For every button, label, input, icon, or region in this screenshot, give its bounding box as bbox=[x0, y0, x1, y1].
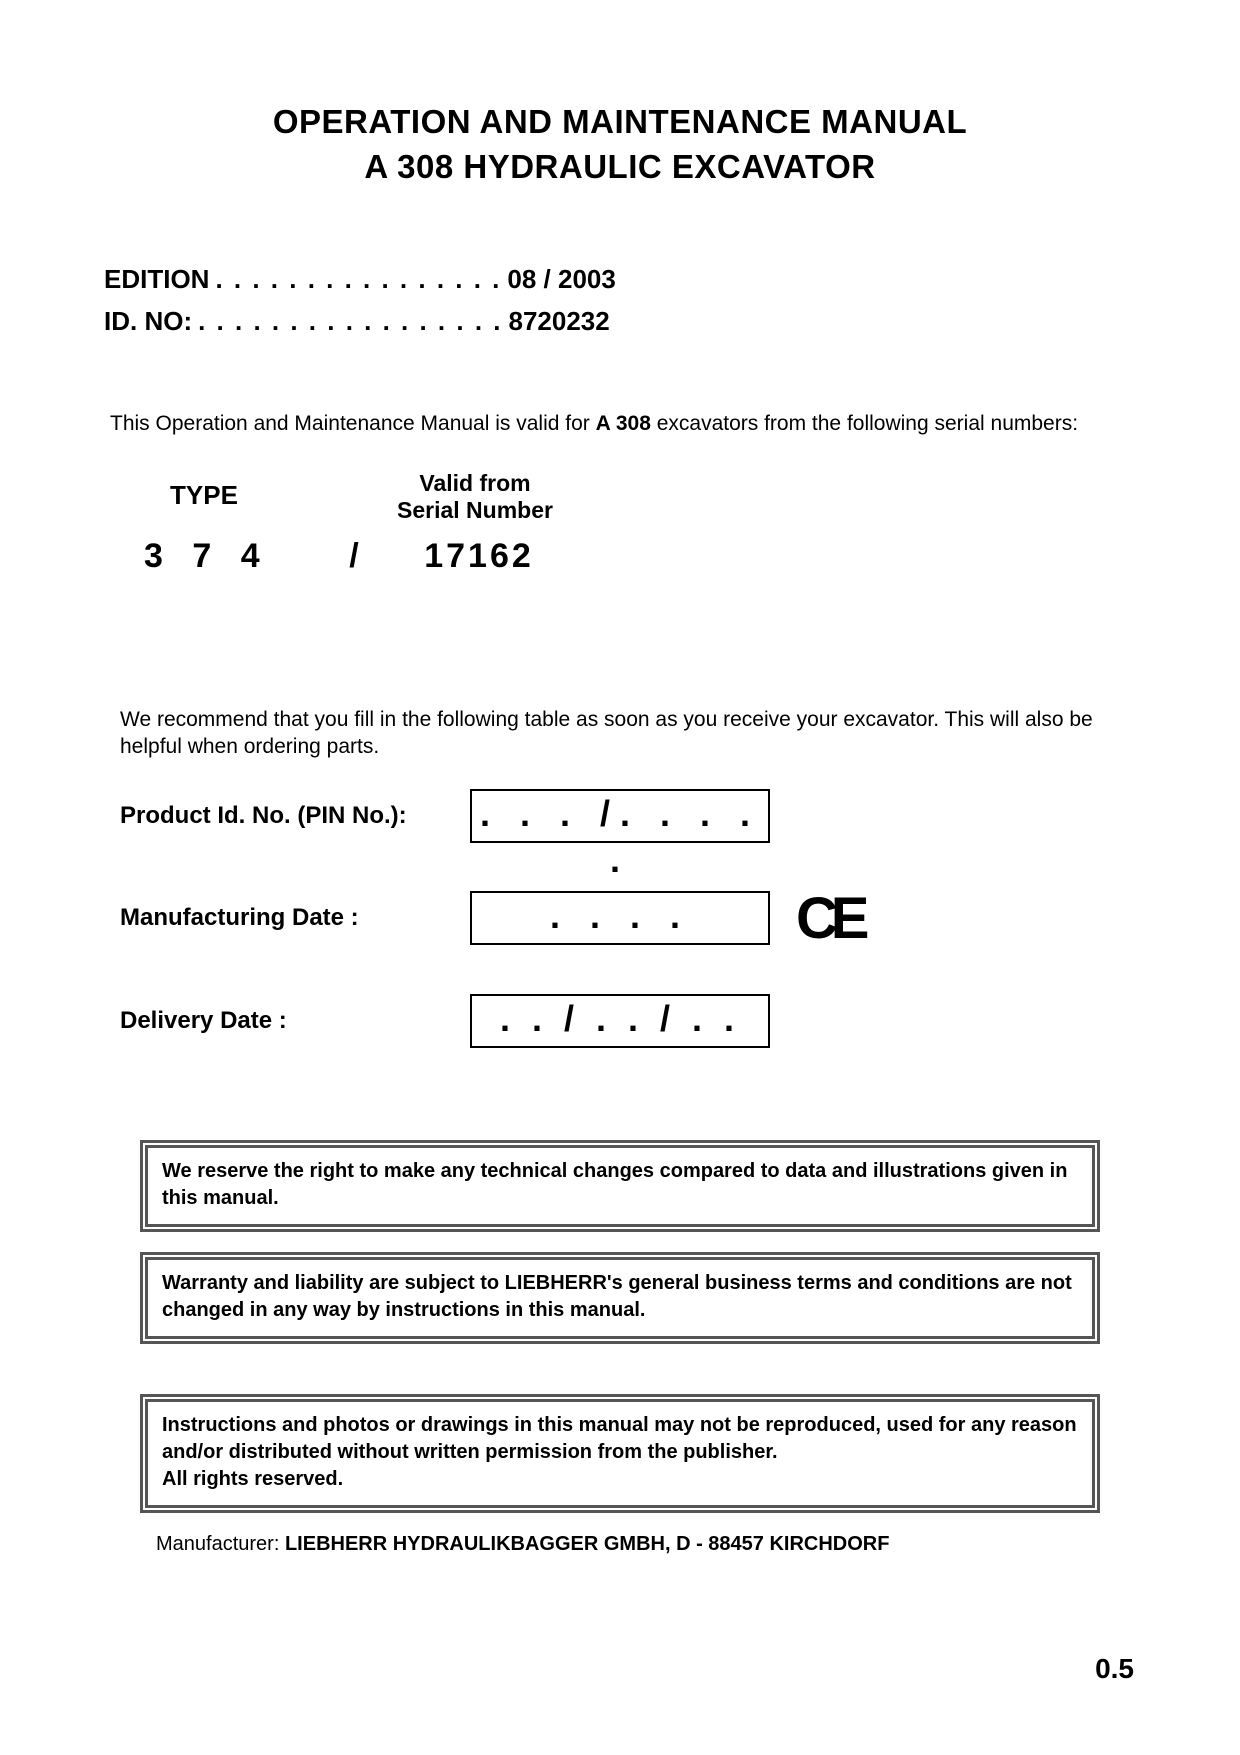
edition-dots: . . . . . . . . . . . . . . . . bbox=[209, 259, 507, 301]
fill-in-fields: Product Id. No. (PIN No.): . . . /. . . … bbox=[120, 789, 1140, 1048]
notice-3a-text: Instructions and photos or drawings in t… bbox=[162, 1414, 1077, 1463]
type-serial-slash: / bbox=[324, 537, 384, 576]
pin-row: Product Id. No. (PIN No.): . . . /. . . … bbox=[120, 789, 1140, 843]
ce-mark-icon: C E bbox=[796, 886, 863, 951]
title-line-1: OPERATION AND MAINTENANCE MANUAL bbox=[100, 100, 1140, 145]
type-value: 3 7 4 bbox=[144, 537, 324, 576]
serial-number-value: 17162 bbox=[384, 537, 574, 576]
manufacturer-label: Manufacturer: bbox=[156, 1533, 285, 1555]
validity-prefix: This Operation and Maintenance Manual is… bbox=[110, 412, 596, 435]
notice-3b-text: All rights reserved. bbox=[162, 1468, 343, 1490]
idno-row: ID. NO: . . . . . . . . . . . . . . . . … bbox=[104, 301, 1140, 343]
idno-value: 8720232 bbox=[509, 301, 610, 343]
recommendation-text: We recommend that you fill in the follow… bbox=[120, 706, 1130, 761]
type-serial-row: 3 7 4 / 17162 bbox=[144, 537, 1140, 576]
pin-label: Product Id. No. (PIN No.): bbox=[120, 802, 470, 830]
edition-value: 08 / 2003 bbox=[507, 259, 615, 301]
page-number: 0.5 bbox=[1095, 1653, 1134, 1685]
manufacturer-line: Manufacturer: LIEBHERR HYDRAULIKBAGGER G… bbox=[156, 1533, 1140, 1556]
delivery-date-row: Delivery Date : . . / . . / . . bbox=[120, 994, 1140, 1048]
spacer bbox=[100, 1090, 1140, 1140]
type-header-row: TYPE Valid from Serial Number bbox=[170, 470, 1140, 523]
idno-dots: . . . . . . . . . . . . . . . . . bbox=[192, 301, 508, 343]
document-meta: EDITION . . . . . . . . . . . . . . . . … bbox=[104, 259, 1140, 342]
valid-from-line1: Valid from bbox=[360, 470, 590, 496]
delivery-date-label: Delivery Date : bbox=[120, 1007, 470, 1035]
valid-from-line2: Serial Number bbox=[360, 497, 590, 523]
title-line-2: A 308 HYDRAULIC EXCAVATOR bbox=[100, 145, 1140, 190]
document-title: OPERATION AND MAINTENANCE MANUAL A 308 H… bbox=[100, 100, 1140, 189]
ce-mark-wrap: C E bbox=[796, 885, 863, 952]
document-page: OPERATION AND MAINTENANCE MANUAL A 308 H… bbox=[0, 0, 1240, 1755]
notice-technical-changes: We reserve the right to make any technic… bbox=[140, 1140, 1100, 1232]
manufacturing-date-row: Manufacturing Date : . . . . C E bbox=[120, 885, 1140, 952]
pin-input-box[interactable]: . . . /. . . . . bbox=[470, 789, 770, 843]
edition-row: EDITION . . . . . . . . . . . . . . . . … bbox=[104, 259, 1140, 301]
delivery-date-input-box[interactable]: . . / . . / . . bbox=[470, 994, 770, 1048]
notice-1-text: We reserve the right to make any technic… bbox=[162, 1160, 1067, 1209]
notice-copyright: Instructions and photos or drawings in t… bbox=[140, 1394, 1100, 1513]
notice-warranty: Warranty and liability are subject to LI… bbox=[140, 1252, 1100, 1344]
validity-model: A 308 bbox=[596, 412, 651, 435]
idno-label: ID. NO: bbox=[104, 301, 192, 343]
notice-2-text: Warranty and liability are subject to LI… bbox=[162, 1272, 1072, 1321]
type-header: TYPE bbox=[170, 470, 360, 511]
validity-suffix: excavators from the following serial num… bbox=[651, 412, 1078, 435]
manufacturing-date-label: Manufacturing Date : bbox=[120, 904, 470, 932]
valid-from-header: Valid from Serial Number bbox=[360, 470, 590, 523]
notice-gap bbox=[100, 1364, 1140, 1394]
manufacturing-date-input-box[interactable]: . . . . bbox=[470, 891, 770, 945]
manufacturer-value: LIEBHERR HYDRAULIKBAGGER GMBH, D - 88457… bbox=[285, 1533, 890, 1555]
validity-statement: This Operation and Maintenance Manual is… bbox=[110, 412, 1140, 436]
edition-label: EDITION bbox=[104, 259, 209, 301]
